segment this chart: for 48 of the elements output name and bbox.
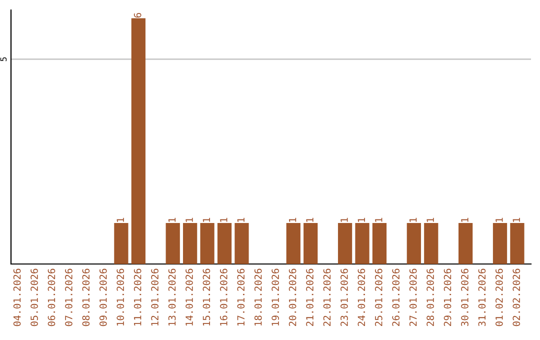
x-tick-label: 08.01.2026 — [82, 268, 90, 326]
data-label: 1 — [237, 218, 244, 222]
x-tick-label: 06.01.2026 — [48, 268, 56, 326]
x-tick-label: 24.01.2026 — [358, 268, 366, 326]
data-label: 1 — [358, 218, 365, 222]
data-label: 1 — [461, 218, 468, 222]
x-tick-label: 05.01.2026 — [30, 268, 38, 326]
x-tick-label: 22.01.2026 — [323, 268, 331, 326]
x-tick-label: 23.01.2026 — [340, 268, 348, 326]
data-label: 1 — [186, 218, 193, 222]
data-label: 1 — [410, 218, 417, 222]
x-tick-label: 19.01.2026 — [272, 268, 280, 326]
x-tick-label: 21.01.2026 — [306, 268, 314, 326]
x-tick-label: 20.01.2026 — [288, 268, 296, 326]
x-tick-label: 31.01.2026 — [478, 268, 486, 326]
data-label: 1 — [289, 218, 296, 222]
x-tick-label: 04.01.2026 — [13, 268, 21, 326]
x-tick-label: 02.02.2026 — [512, 268, 520, 326]
x-tick-label: 16.01.2026 — [220, 268, 228, 326]
data-label: 1 — [375, 218, 382, 222]
x-tick-label: 07.01.2026 — [65, 268, 72, 326]
data-label: 1 — [512, 218, 520, 222]
data-label: 1 — [168, 218, 176, 222]
x-tick-label: 09.01.2026 — [99, 268, 107, 326]
x-tick-label: 01.02.2026 — [496, 268, 503, 326]
data-label: 1 — [340, 218, 348, 222]
data-label: 1 — [426, 218, 434, 222]
x-tick-label: 12.01.2026 — [151, 268, 158, 326]
data-label: 6 — [134, 12, 142, 18]
x-tick-label: 25.01.2026 — [374, 268, 382, 326]
x-tick-label: 18.01.2026 — [254, 268, 262, 326]
data-label: 1 — [220, 218, 228, 222]
data-label: 1 — [202, 218, 210, 222]
x-tick-label: 30.01.2026 — [461, 268, 468, 326]
data-label: 1 — [306, 218, 314, 222]
data-label: 1 — [496, 218, 503, 222]
x-tick-label: 29.01.2026 — [444, 268, 452, 326]
x-tick-label: 11.01.2026 — [134, 268, 142, 326]
x-tick-label: 27.01.2026 — [409, 268, 417, 326]
x-tick-label: 28.01.2026 — [426, 268, 434, 326]
x-tick-label: 26.01.2026 — [392, 268, 400, 326]
x-tick-label: 14.01.2026 — [186, 268, 193, 326]
x-tick-label: 15.01.2026 — [202, 268, 210, 326]
x-tick-label: 17.01.2026 — [237, 268, 245, 326]
y-tick-label: 5 — [0, 57, 7, 62]
data-label: 1 — [116, 218, 124, 222]
x-tick-label: 13.01.2026 — [168, 268, 176, 326]
x-tick-label: 10.01.2026 — [116, 268, 124, 326]
